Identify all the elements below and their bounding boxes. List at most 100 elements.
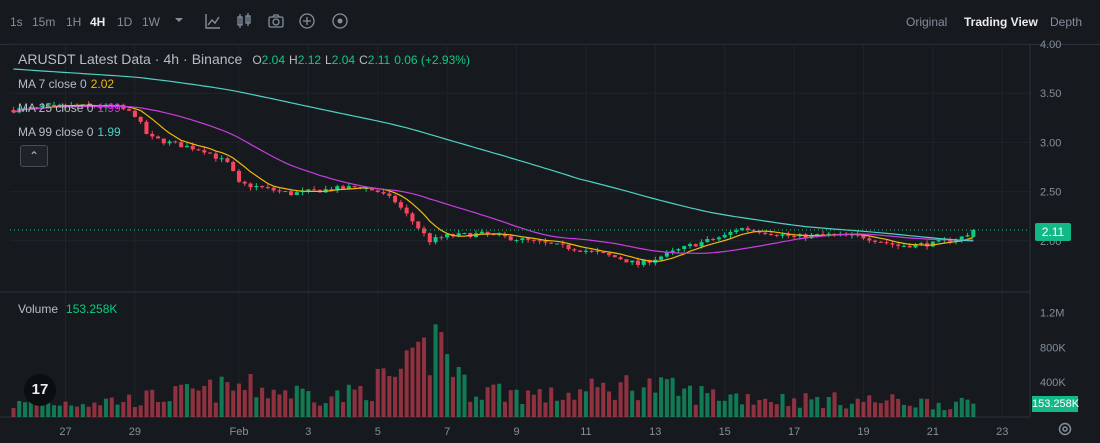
- volume-bar: [832, 392, 837, 417]
- settings-circle-icon[interactable]: [331, 12, 349, 30]
- volume-bar: [948, 409, 953, 417]
- candle-body: [792, 235, 797, 237]
- candle-body: [51, 104, 56, 106]
- volume-bar: [393, 376, 398, 417]
- time-tick-label: 7: [444, 426, 450, 438]
- volume-bar: [387, 376, 392, 417]
- candle-body: [508, 236, 513, 241]
- volume-bar: [873, 402, 878, 417]
- candle-body: [693, 244, 698, 247]
- volume-bar: [537, 389, 542, 417]
- candle-body: [554, 243, 560, 245]
- volume-bar: [208, 379, 213, 417]
- volume-bar: [716, 400, 721, 417]
- volume-bar: [630, 390, 635, 417]
- candle-body: [381, 192, 386, 194]
- volume-bar: [942, 410, 947, 417]
- volume-bar: [809, 399, 814, 417]
- volume-bar: [566, 392, 571, 417]
- volume-bar: [878, 403, 883, 417]
- volume-bar: [115, 404, 120, 417]
- volume-bar: [317, 405, 322, 417]
- volume-bar: [450, 376, 455, 417]
- legend-collapse-button[interactable]: ⌃: [20, 145, 48, 167]
- volume-bar: [757, 400, 762, 417]
- view-trading-view[interactable]: Trading View: [964, 15, 1038, 29]
- candle-body: [34, 107, 39, 109]
- candle-body: [618, 257, 623, 260]
- volume-bar: [740, 404, 745, 417]
- candle-body: [936, 240, 941, 242]
- volume-bar: [549, 387, 554, 417]
- timeframe-1w[interactable]: 1W: [142, 15, 160, 29]
- volume-bar: [179, 384, 184, 417]
- candle-body: [375, 190, 380, 193]
- volume-bar: [901, 404, 906, 417]
- ma25-legend: MA 25 close 0 1.99: [18, 101, 121, 115]
- timeframe-4h[interactable]: 4H: [90, 15, 106, 29]
- candle-body: [930, 241, 935, 247]
- time-tick-label: 29: [129, 426, 141, 438]
- volume-bar: [728, 394, 733, 417]
- volume-bar: [554, 400, 560, 417]
- volume-bar: [792, 398, 797, 417]
- gear-icon[interactable]: [1056, 420, 1074, 438]
- chevron-down-icon[interactable]: [173, 13, 185, 27]
- camera-icon[interactable]: [267, 12, 285, 30]
- volume-bar: [381, 368, 386, 417]
- ma7-line: [13, 104, 974, 263]
- timeframe-15m[interactable]: 15m: [32, 15, 56, 29]
- volume-bar: [375, 368, 380, 417]
- volume-bar: [364, 400, 369, 417]
- candle-body: [867, 238, 872, 241]
- chart-type-icon[interactable]: [235, 12, 253, 30]
- candle-body: [421, 228, 427, 234]
- candle-body: [254, 186, 259, 188]
- volume-bar: [57, 405, 62, 417]
- price-tick-label: 2.50: [1040, 187, 1061, 199]
- volume-bar: [23, 402, 28, 417]
- add-icon[interactable]: [298, 12, 316, 30]
- volume-bar: [497, 383, 502, 417]
- candle-body: [242, 181, 247, 184]
- candle-body: [815, 234, 820, 236]
- candle-body: [537, 240, 542, 242]
- volume-bar: [306, 391, 311, 417]
- volume-bar: [601, 382, 606, 417]
- volume-bar: [502, 401, 507, 417]
- candle-body: [190, 145, 195, 150]
- volume-bar: [335, 390, 340, 417]
- candle-body: [959, 236, 964, 240]
- indicator-icon[interactable]: [204, 12, 222, 30]
- main-legend: ARUSDT Latest Data · 4h · Binance O2.04 H2.12 L…: [18, 51, 470, 67]
- volume-bar: [930, 409, 935, 417]
- volume-bar: [526, 390, 531, 417]
- volume-bar: [670, 377, 675, 417]
- ma7-value: 2.02: [90, 77, 115, 91]
- volume-bar: [884, 400, 889, 417]
- symbol-name: ARUSDT Latest Data: [18, 51, 151, 67]
- view-depth[interactable]: Depth: [1050, 15, 1083, 29]
- volume-bar: [323, 403, 328, 417]
- timeframe-1d[interactable]: 1D: [117, 15, 133, 29]
- volume-bar: [687, 385, 693, 417]
- view-original[interactable]: Original: [906, 15, 948, 29]
- candle-body: [884, 242, 889, 244]
- timeframe-1s[interactable]: 1s: [10, 15, 23, 29]
- volume-bar: [294, 385, 299, 417]
- volume-bar: [173, 386, 178, 417]
- candle-body: [150, 133, 155, 137]
- candle-body: [127, 109, 132, 111]
- candle-body: [861, 235, 866, 239]
- candle-body: [173, 141, 178, 143]
- volume-bar: [161, 401, 166, 417]
- candle-body: [196, 149, 201, 151]
- volume-bar: [474, 396, 479, 417]
- timeframe-1h[interactable]: 1H: [66, 15, 82, 29]
- candle-body: [265, 187, 270, 189]
- candle-body: [479, 231, 484, 234]
- candle-body: [404, 207, 409, 214]
- time-tick-label: 3: [305, 426, 311, 438]
- candle-body: [583, 250, 588, 252]
